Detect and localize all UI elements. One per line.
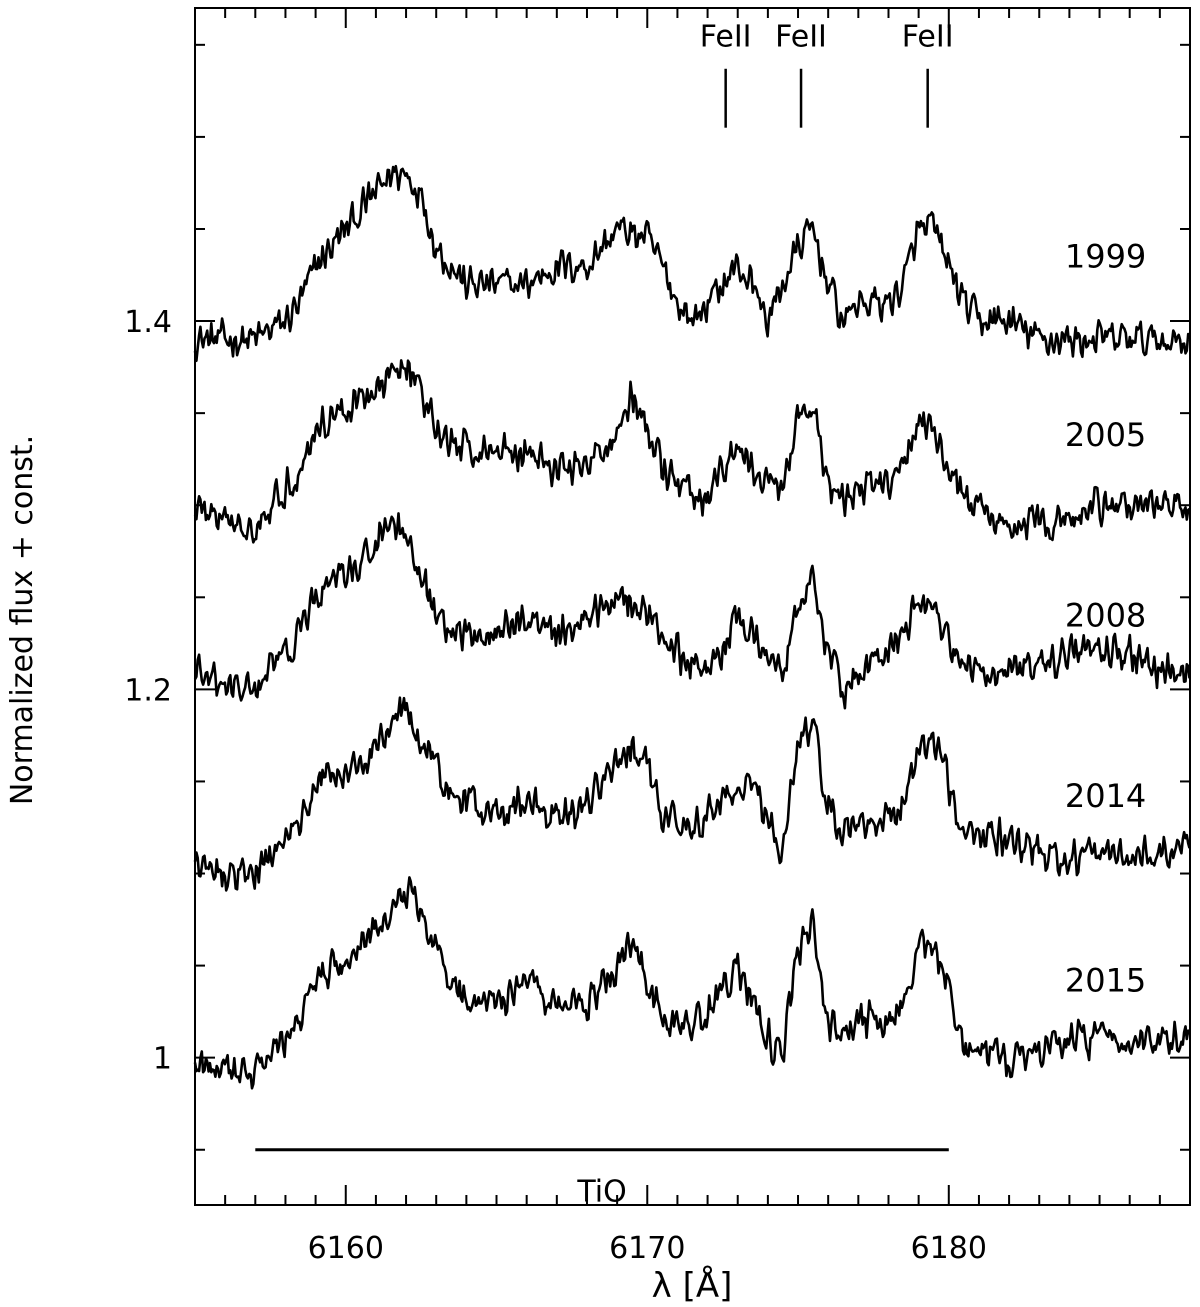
series-line-2014 <box>193 696 1191 892</box>
tio-band: TiO <box>255 1148 949 1209</box>
x-axis-label: λ [Å] <box>652 1265 733 1306</box>
series-line-2015 <box>193 876 1191 1090</box>
series-line-1999 <box>193 164 1191 363</box>
x-tick-labels: 6160 6170 6180 <box>308 1231 987 1266</box>
series-labels: 1999 2005 2008 2014 2015 <box>1065 238 1146 1000</box>
series-line-2008 <box>193 512 1191 710</box>
series-label: 2015 <box>1065 961 1146 999</box>
series-label: 1999 <box>1065 238 1146 276</box>
x-tick-label: 6170 <box>609 1231 685 1266</box>
y-tick-labels: 1 1.2 1.4 <box>124 305 172 1077</box>
y-tick-label: 1.4 <box>124 305 172 340</box>
series-line-2005 <box>193 359 1191 544</box>
feii-marker-label: FeII <box>775 20 827 55</box>
series-label: 2008 <box>1065 597 1146 635</box>
series-label: 2014 <box>1065 777 1146 815</box>
feii-marker-label: FeII <box>700 20 752 55</box>
series-label: 2005 <box>1065 416 1146 454</box>
y-tick-label: 1.2 <box>124 673 172 708</box>
x-tick-label: 6180 <box>911 1231 987 1266</box>
x-tick-label: 6160 <box>308 1231 384 1266</box>
y-tick-label: 1 <box>153 1042 172 1077</box>
axis-ticks <box>194 8 1191 1205</box>
feii-marker-label: FeII <box>902 20 954 55</box>
plot-frame <box>194 7 1191 1206</box>
feii-line-markers: FeII FeII FeII <box>700 20 954 128</box>
series-lines <box>193 164 1191 1090</box>
y-axis-label: Normalized flux + const. <box>5 435 40 805</box>
tio-band-label: TiO <box>576 1174 626 1209</box>
